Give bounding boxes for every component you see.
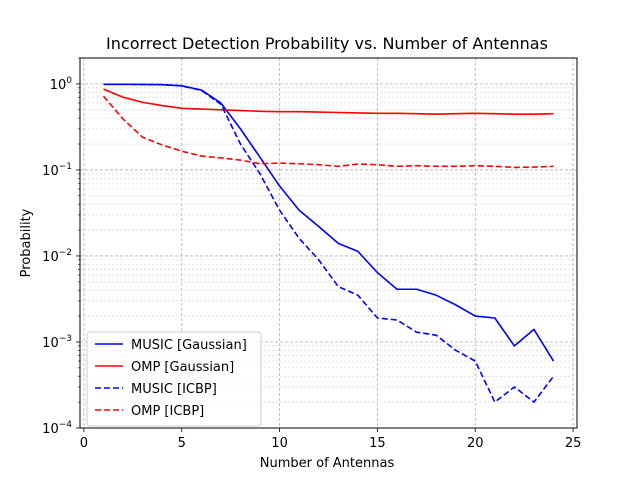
y-tick-label-base: 10	[42, 164, 59, 179]
y-tick-label-exponent: −3	[59, 334, 72, 344]
x-axis-ticks: 0 5 10 15 20 25	[80, 428, 582, 451]
y-tick-label: 10−4	[42, 420, 72, 437]
y-tick-label-base: 10	[50, 78, 67, 93]
y-tick-label: 10−3	[42, 334, 72, 351]
legend-label: MUSIC [Gaussian]	[131, 338, 247, 353]
x-tick-label: 5	[178, 436, 186, 451]
y-tick-label: 100	[50, 76, 73, 93]
y-tick-label-exponent: −1	[59, 162, 72, 172]
legend: MUSIC [Gaussian] OMP [Gaussian] MUSIC [ICB…	[86, 331, 262, 427]
series-line-1	[103, 88, 554, 115]
x-axis-label: Number of Antennas	[260, 456, 395, 471]
y-tick-label-exponent: −2	[59, 248, 72, 258]
series-line-2	[103, 83, 555, 403]
legend-label: MUSIC [ICBP]	[131, 382, 217, 397]
legend-label: OMP [Gaussian]	[131, 360, 234, 375]
y-tick-label: 10−1	[42, 162, 72, 179]
x-tick-label: 20	[467, 436, 484, 451]
y-tick-label-base: 10	[42, 336, 59, 351]
y-axis-label: Probability	[19, 208, 34, 277]
chart-title: Incorrect Detection Probability vs. Numb…	[106, 34, 548, 53]
x-tick-label: 10	[271, 436, 288, 451]
legend-box	[86, 331, 262, 427]
x-tick-label: 0	[80, 436, 88, 451]
y-tick-label-exponent: 0	[66, 76, 72, 86]
x-tick-label: 25	[565, 436, 582, 451]
legend-label: OMP [ICBP]	[131, 404, 204, 419]
y-tick-label-base: 10	[42, 250, 59, 265]
y-tick-label-base: 10	[42, 422, 59, 437]
plot-frame	[79, 57, 578, 429]
series-lines	[102, 83, 555, 403]
series-line-3	[102, 95, 554, 169]
y-tick-label: 10−2	[42, 248, 72, 265]
x-tick-label: 15	[369, 436, 386, 451]
y-tick-label-exponent: −4	[59, 420, 73, 430]
